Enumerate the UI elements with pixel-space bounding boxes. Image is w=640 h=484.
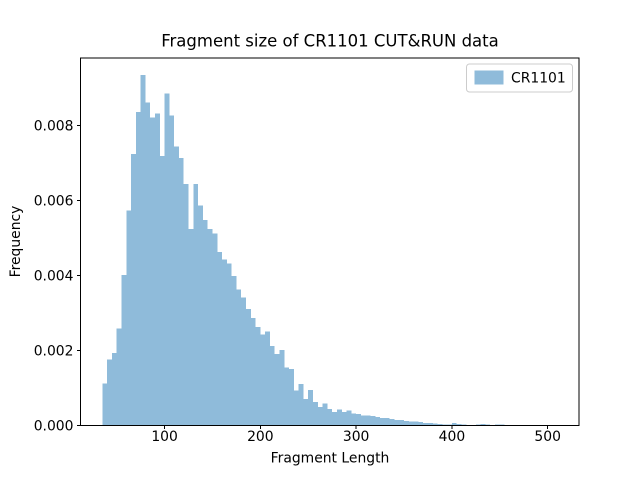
histogram-bar <box>251 318 256 426</box>
histogram-bar <box>131 154 136 425</box>
histogram-bar <box>174 146 179 425</box>
histogram-bar <box>169 115 174 425</box>
y-tick-label: 0.004 <box>34 268 74 284</box>
histogram-bar <box>256 327 261 425</box>
histogram-bar <box>208 229 213 425</box>
histogram-bar <box>260 334 265 425</box>
histogram-bar <box>299 384 304 426</box>
histogram-bar <box>385 418 390 425</box>
x-tick-label: 500 <box>534 429 561 445</box>
histogram-bar <box>375 417 380 425</box>
histogram-bar <box>414 422 419 426</box>
histogram-bar <box>303 399 308 426</box>
x-axis-label: Fragment Length <box>271 451 390 467</box>
chart-title: Fragment size of CR1101 CUT&RUN data <box>161 32 499 51</box>
histogram-bar <box>399 420 404 425</box>
histogram-bar <box>284 367 289 425</box>
histogram-bar <box>380 418 385 425</box>
histogram-bar <box>265 331 270 425</box>
histogram-bar <box>394 420 399 426</box>
histogram-bar <box>212 233 217 425</box>
histogram-bar <box>323 404 328 426</box>
histogram-bar <box>102 383 107 425</box>
histogram-bar <box>342 412 347 425</box>
histogram-bar <box>126 211 131 426</box>
histogram-bar <box>332 412 337 425</box>
histogram-bar <box>409 421 414 425</box>
x-axis-ticks: 100 200 300 400 500 <box>151 425 561 445</box>
histogram-bar <box>112 353 117 425</box>
histogram-bar <box>165 94 170 426</box>
histogram-bar <box>313 402 318 425</box>
legend-color-patch <box>475 71 504 85</box>
histogram-bar <box>246 309 251 426</box>
histogram-bar <box>241 298 246 426</box>
histogram-bar <box>155 113 160 425</box>
legend-label: CR1101 <box>511 71 566 87</box>
histogram-bar <box>236 290 241 426</box>
histogram-bar <box>356 414 361 425</box>
y-tick-label: 0.002 <box>34 343 74 359</box>
histogram-bar <box>141 75 146 425</box>
y-tick-label: 0.008 <box>34 118 74 134</box>
histogram-bar <box>179 158 184 425</box>
histogram-bar <box>294 391 299 426</box>
histogram-bar <box>371 416 376 425</box>
y-axis-ticks: 0.000 0.002 0.004 0.006 0.008 <box>34 118 81 434</box>
legend: CR1101 <box>467 64 573 92</box>
x-tick-label: 100 <box>151 429 178 445</box>
histogram-bars <box>102 75 504 425</box>
y-tick-label: 0.006 <box>34 193 74 209</box>
histogram-bar <box>404 421 409 425</box>
histogram-bar <box>136 112 141 425</box>
y-axis-label: Frequency <box>8 206 24 278</box>
histogram-bar <box>327 409 332 425</box>
x-tick-label: 200 <box>247 429 274 445</box>
histogram-bar <box>121 275 126 425</box>
histogram-bar <box>318 407 323 425</box>
histogram-bar <box>222 259 227 425</box>
histogram-bar <box>289 369 294 425</box>
histogram-bar <box>270 346 275 425</box>
histogram-bar <box>184 184 189 425</box>
histogram-bar <box>337 409 342 425</box>
histogram-bar <box>232 276 237 425</box>
histogram-bar <box>347 410 352 425</box>
y-tick-label: 0.000 <box>34 418 74 434</box>
histogram-bar <box>150 118 155 426</box>
histogram-bar <box>198 205 203 425</box>
histogram-bar <box>308 390 313 426</box>
histogram-bar <box>145 103 150 426</box>
histogram-bar <box>361 415 366 425</box>
x-tick-label: 400 <box>439 429 466 445</box>
histogram-bar <box>366 415 371 425</box>
histogram-bar <box>275 354 280 425</box>
histogram-bar <box>117 329 122 426</box>
histogram-bar <box>280 350 285 425</box>
histogram-bar <box>227 263 232 425</box>
histogram-bar <box>351 413 356 425</box>
histogram-bar <box>390 419 395 425</box>
histogram-bar <box>193 184 198 425</box>
histogram-bar <box>160 156 165 426</box>
histogram-bar <box>203 220 208 425</box>
histogram-bar <box>189 229 194 425</box>
histogram-bar <box>418 422 423 425</box>
histogram-bar <box>107 359 112 425</box>
x-tick-label: 300 <box>343 429 370 445</box>
histogram-bar <box>217 252 222 425</box>
